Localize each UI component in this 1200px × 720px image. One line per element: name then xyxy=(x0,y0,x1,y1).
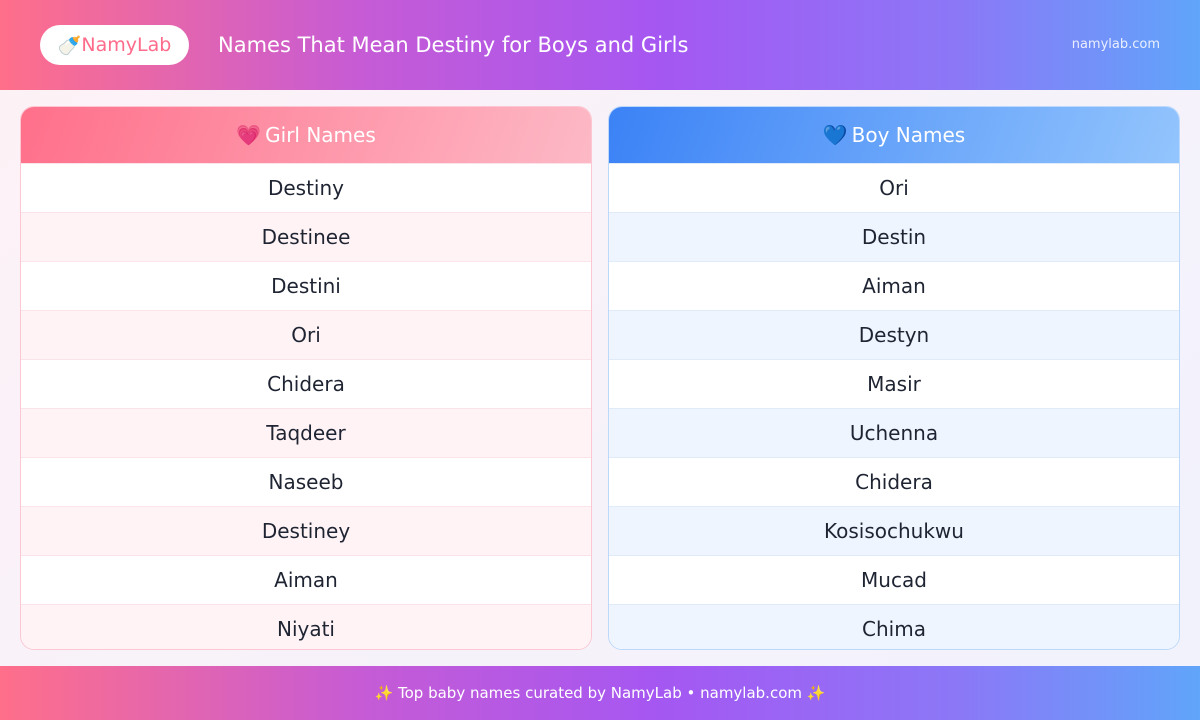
logo-text: NamyLab xyxy=(81,34,172,56)
name-row: Destinee xyxy=(21,212,591,261)
name-row: Ori xyxy=(21,310,591,359)
girl-names-header: 💗 Girl Names xyxy=(21,107,591,163)
sparkle-icon: ✨ xyxy=(806,684,826,702)
name-row: Destiny xyxy=(21,163,591,212)
name-row: Aiman xyxy=(21,555,591,604)
boy-names-header: 💙 Boy Names xyxy=(609,107,1179,163)
baby-bottle-icon: 🍼 xyxy=(57,34,82,57)
site-link[interactable]: namylab.com xyxy=(1071,37,1160,52)
name-row: Mucad xyxy=(609,555,1179,604)
name-row: Destiney xyxy=(21,506,591,555)
header: 🍼 NamyLab Names That Mean Destiny for Boy… xyxy=(0,0,1200,90)
footer: ✨ Top baby names curated by NamyLab • na… xyxy=(0,666,1200,720)
boy-names-card: 💙 Boy Names Ori Destin Aiman Destyn Masir Uche… xyxy=(608,106,1180,650)
name-row: Chidera xyxy=(21,359,591,408)
footer-text: Top baby names curated by NamyLab • namy… xyxy=(398,684,802,702)
boy-names-title: Boy Names xyxy=(851,123,966,147)
name-row: Destyn xyxy=(609,310,1179,359)
name-row: Uchenna xyxy=(609,408,1179,457)
name-row: Destin xyxy=(609,212,1179,261)
name-row: Ori xyxy=(609,163,1179,212)
name-row: Niyati xyxy=(21,604,591,649)
name-row: Aiman xyxy=(609,261,1179,310)
sparkle-icon: ✨ xyxy=(374,684,394,702)
logo[interactable]: 🍼 NamyLab xyxy=(40,25,189,65)
name-row: Kosisochukwu xyxy=(609,506,1179,555)
name-row: Chidera xyxy=(609,457,1179,506)
heart-icon: 💗 xyxy=(236,123,262,147)
name-row: Masir xyxy=(609,359,1179,408)
girl-names-card: 💗 Girl Names Destiny Destinee Destini Ori Chi… xyxy=(20,106,592,650)
girl-names-title: Girl Names xyxy=(265,123,376,147)
name-row: Destini xyxy=(21,261,591,310)
page-title: Names That Mean Destiny for Boys and Gir… xyxy=(218,33,689,57)
name-row: Naseeb xyxy=(21,457,591,506)
name-row: Chima xyxy=(609,604,1179,649)
blue-heart-icon: 💙 xyxy=(822,123,848,147)
name-row: Taqdeer xyxy=(21,408,591,457)
